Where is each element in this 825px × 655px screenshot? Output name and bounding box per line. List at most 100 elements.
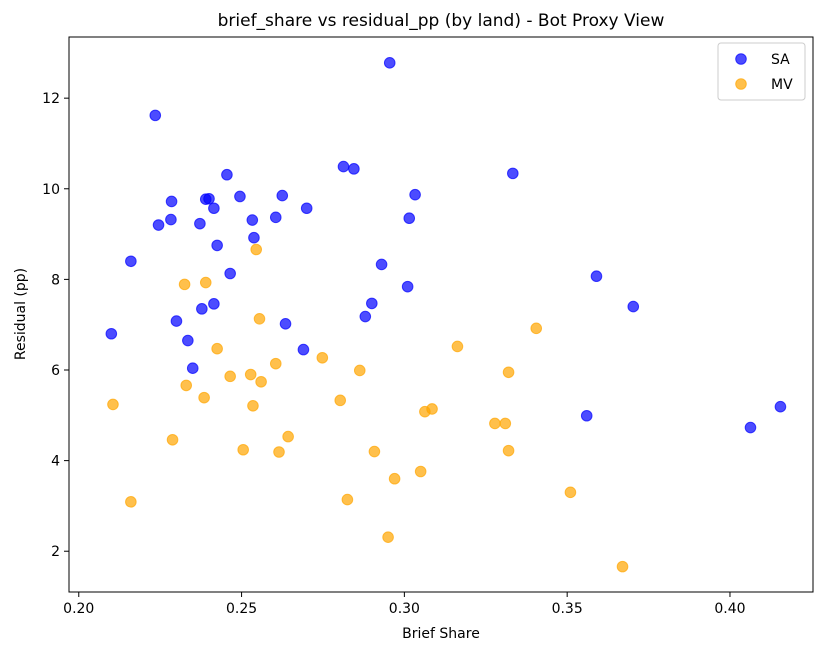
data-points (105, 57, 787, 573)
point-sa (337, 160, 350, 173)
point-sa (590, 270, 603, 283)
legend-marker-mv (735, 78, 747, 90)
point-mv (250, 243, 263, 256)
chart-title: brief_share vs residual_pp (by land) - B… (218, 11, 665, 31)
point-sa (348, 163, 360, 175)
point-sa (744, 421, 757, 434)
point-mv (616, 560, 629, 573)
point-sa (208, 202, 220, 215)
plot-frame (68, 36, 814, 593)
point-sa (152, 219, 165, 231)
point-sa (194, 217, 206, 230)
point-mv (125, 496, 137, 508)
point-mv (368, 445, 381, 458)
point-mv (247, 399, 259, 412)
point-sa (211, 239, 223, 252)
point-sa (383, 57, 396, 69)
point-mv (198, 391, 210, 404)
legend-label-sa: SA (771, 52, 790, 68)
point-mv (341, 493, 354, 506)
point-sa (409, 188, 421, 201)
point-mv (180, 379, 193, 392)
point-sa (627, 300, 640, 313)
point-mv (530, 322, 543, 335)
point-mv (107, 398, 119, 411)
x-tick-label: 0.40 (714, 601, 745, 617)
x-tick-label: 0.30 (389, 601, 420, 617)
point-sa (105, 327, 118, 340)
point-mv (166, 433, 179, 446)
point-sa (196, 303, 208, 315)
point-sa (165, 195, 178, 208)
point-sa (182, 334, 194, 347)
point-sa (248, 231, 260, 244)
point-sa (186, 362, 199, 374)
y-axis: 2 4 6 8 10 12 (42, 91, 69, 560)
point-mv (426, 403, 438, 415)
point-mv (502, 366, 515, 379)
point-sa (208, 298, 220, 310)
point-mv (564, 486, 577, 499)
point-mv (253, 313, 266, 325)
x-tick-label: 0.25 (226, 601, 257, 617)
point-mv (269, 357, 282, 370)
point-sa (224, 267, 236, 280)
point-sa (774, 400, 787, 413)
point-mv (244, 368, 257, 381)
legend-label-mv: MV (771, 77, 793, 93)
point-sa (375, 258, 388, 271)
point-sa (269, 211, 282, 224)
point-mv (499, 417, 512, 430)
point-sa (246, 214, 259, 226)
point-sa (580, 409, 593, 422)
point-mv (255, 375, 267, 388)
point-mv (451, 340, 464, 353)
y-axis-label: Residual (pp) (13, 268, 29, 360)
point-mv (316, 351, 329, 364)
point-sa (403, 212, 416, 225)
point-sa (276, 189, 289, 202)
x-tick-label: 0.35 (552, 601, 583, 617)
point-mv (199, 276, 212, 289)
point-mv (382, 531, 394, 543)
legend-marker-sa (735, 53, 747, 65)
point-sa (507, 167, 519, 180)
x-tick-label: 0.20 (63, 601, 94, 617)
point-mv (353, 364, 366, 377)
point-sa (234, 190, 246, 203)
point-mv (502, 444, 515, 457)
point-sa (125, 255, 137, 268)
point-mv (178, 278, 191, 291)
point-sa (401, 280, 414, 293)
point-sa (359, 310, 372, 323)
point-mv (282, 430, 294, 443)
y-tick-label: 8 (51, 272, 60, 288)
x-axis: 0.20 0.25 0.30 0.35 0.40 (63, 592, 746, 617)
legend: SA MV (717, 42, 806, 101)
point-sa (165, 213, 177, 226)
point-sa (149, 109, 162, 122)
y-tick-label: 10 (42, 182, 60, 198)
point-sa (203, 192, 215, 205)
point-sa (297, 343, 310, 356)
point-sa (366, 297, 378, 310)
point-mv (211, 342, 223, 355)
point-mv (489, 417, 501, 430)
point-mv (237, 443, 249, 456)
point-mv (388, 472, 401, 485)
y-tick-label: 6 (51, 363, 60, 379)
point-sa (221, 168, 233, 181)
point-mv (334, 394, 347, 407)
y-tick-label: 2 (51, 544, 60, 560)
point-mv (224, 370, 236, 383)
point-sa (300, 202, 313, 215)
point-mv (273, 446, 285, 458)
y-tick-label: 4 (51, 454, 60, 470)
point-sa (170, 315, 183, 327)
x-axis-label: Brief Share (402, 626, 480, 642)
point-sa (279, 317, 292, 330)
point-mv (414, 465, 427, 478)
y-tick-label: 12 (42, 91, 60, 107)
